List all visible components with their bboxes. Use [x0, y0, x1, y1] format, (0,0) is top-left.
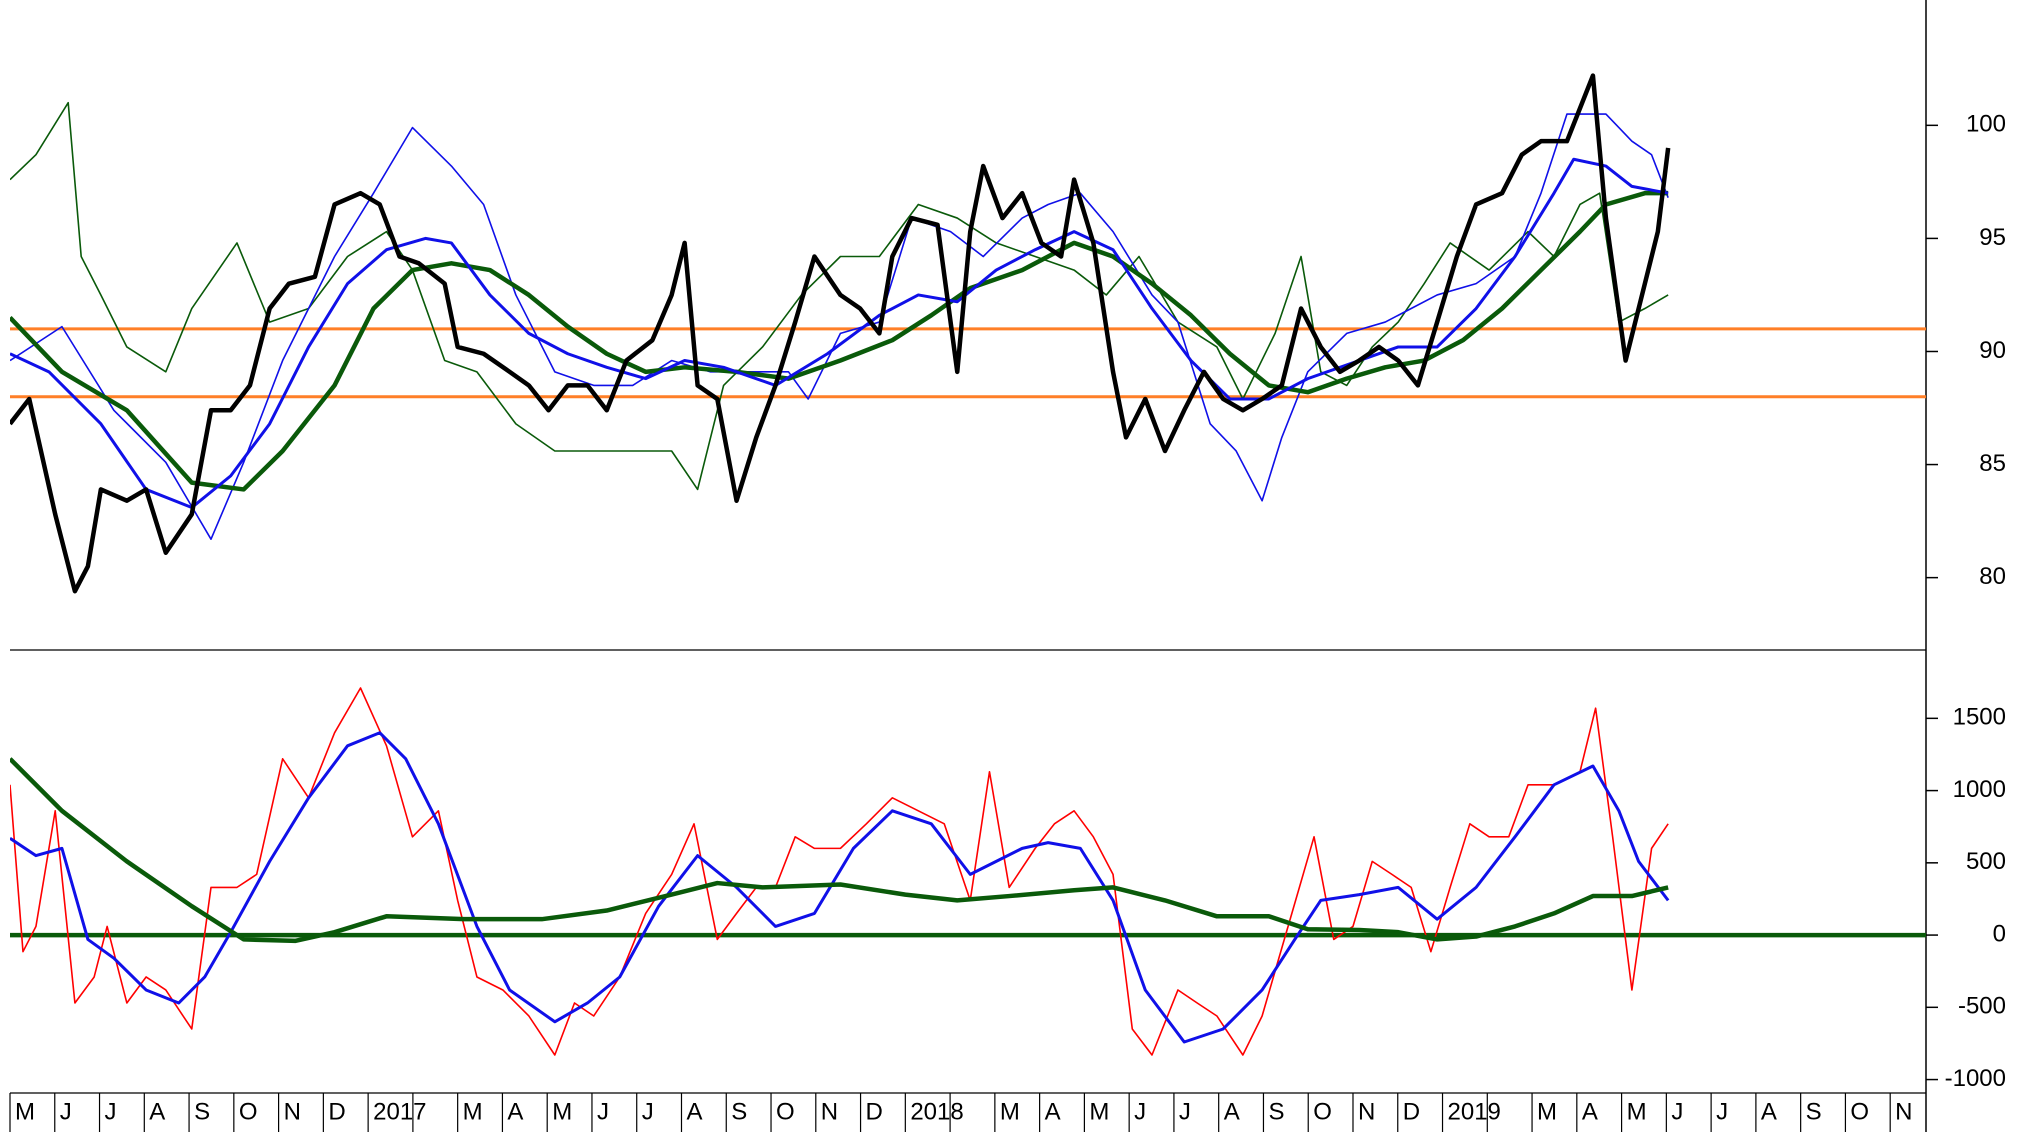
y-tick-label: 90 — [1979, 337, 2006, 364]
x-tick-label: A — [1582, 1098, 1598, 1125]
y-tick-label: 80 — [1979, 563, 2006, 590]
x-tick-label: N — [821, 1098, 838, 1125]
x-tick-label: A — [1045, 1098, 1061, 1125]
y-tick-label: -1000 — [1945, 1065, 2006, 1092]
x-tick-label: S — [731, 1098, 747, 1125]
y-tick-label: 85 — [1979, 450, 2006, 477]
x-tick-label: A — [686, 1098, 702, 1125]
x-tick-label: D — [328, 1098, 345, 1125]
y-tick-label: -500 — [1958, 993, 2006, 1020]
plot-area — [10, 73, 1926, 594]
x-tick-label: O — [1313, 1098, 1332, 1125]
x-tick-label: D — [1403, 1098, 1420, 1125]
x-tick-label: M — [552, 1098, 572, 1125]
data-line — [10, 113, 1669, 540]
data-line — [10, 73, 1671, 594]
x-tick-label: A — [149, 1098, 165, 1125]
x-tick-label: N — [1358, 1098, 1375, 1125]
x-tick-label: M — [1000, 1098, 1020, 1125]
x-tick-label: M — [1537, 1098, 1557, 1125]
x-tick-label: J — [1179, 1098, 1191, 1125]
data-line — [10, 157, 1669, 510]
x-tick-label: S — [1268, 1098, 1284, 1125]
x-tick-label: J — [105, 1098, 117, 1125]
y-tick-label: 0 — [1993, 920, 2006, 947]
x-tick-label: J — [597, 1098, 609, 1125]
x-tick-label: M — [1089, 1098, 1109, 1125]
x-tick-label: O — [239, 1098, 258, 1125]
x-tick-label: O — [776, 1098, 795, 1125]
x-tick-label: M — [15, 1098, 35, 1125]
x-tick-label: J — [60, 1098, 72, 1125]
x-tick-label: M — [1627, 1098, 1647, 1125]
x-tick-label: 2019 — [1448, 1098, 1501, 1125]
x-tick-label: J — [1671, 1098, 1683, 1125]
x-tick-label: S — [194, 1098, 210, 1125]
x-tick-label: J — [1716, 1098, 1728, 1125]
x-tick-label: D — [866, 1098, 883, 1125]
y-tick-label: 500 — [1966, 848, 2006, 875]
x-tick-label: S — [1806, 1098, 1822, 1125]
x-tick-label: M — [463, 1098, 483, 1125]
x-tick-label: J — [1134, 1098, 1146, 1125]
x-tick-label: O — [1850, 1098, 1869, 1125]
data-line — [10, 687, 1669, 1056]
y-tick-label: 1500 — [1953, 704, 2006, 731]
y-tick-label: 100 — [1966, 111, 2006, 138]
x-tick-label: N — [1895, 1098, 1912, 1125]
data-line — [10, 731, 1670, 1044]
x-tick-label: 2017 — [373, 1098, 426, 1125]
y-tick-label: 95 — [1979, 224, 2006, 251]
data-line — [10, 190, 1669, 492]
x-tick-label: A — [1224, 1098, 1240, 1125]
x-tick-label: A — [507, 1098, 523, 1125]
data-line — [10, 757, 1669, 944]
x-tick-label: N — [284, 1098, 301, 1125]
data-line — [10, 101, 1669, 491]
x-tick-label: 2018 — [910, 1098, 963, 1125]
x-tick-label: A — [1761, 1098, 1777, 1125]
y-tick-label: 1000 — [1953, 776, 2006, 803]
x-tick-label: J — [642, 1098, 654, 1125]
plot-area — [10, 687, 1926, 1056]
